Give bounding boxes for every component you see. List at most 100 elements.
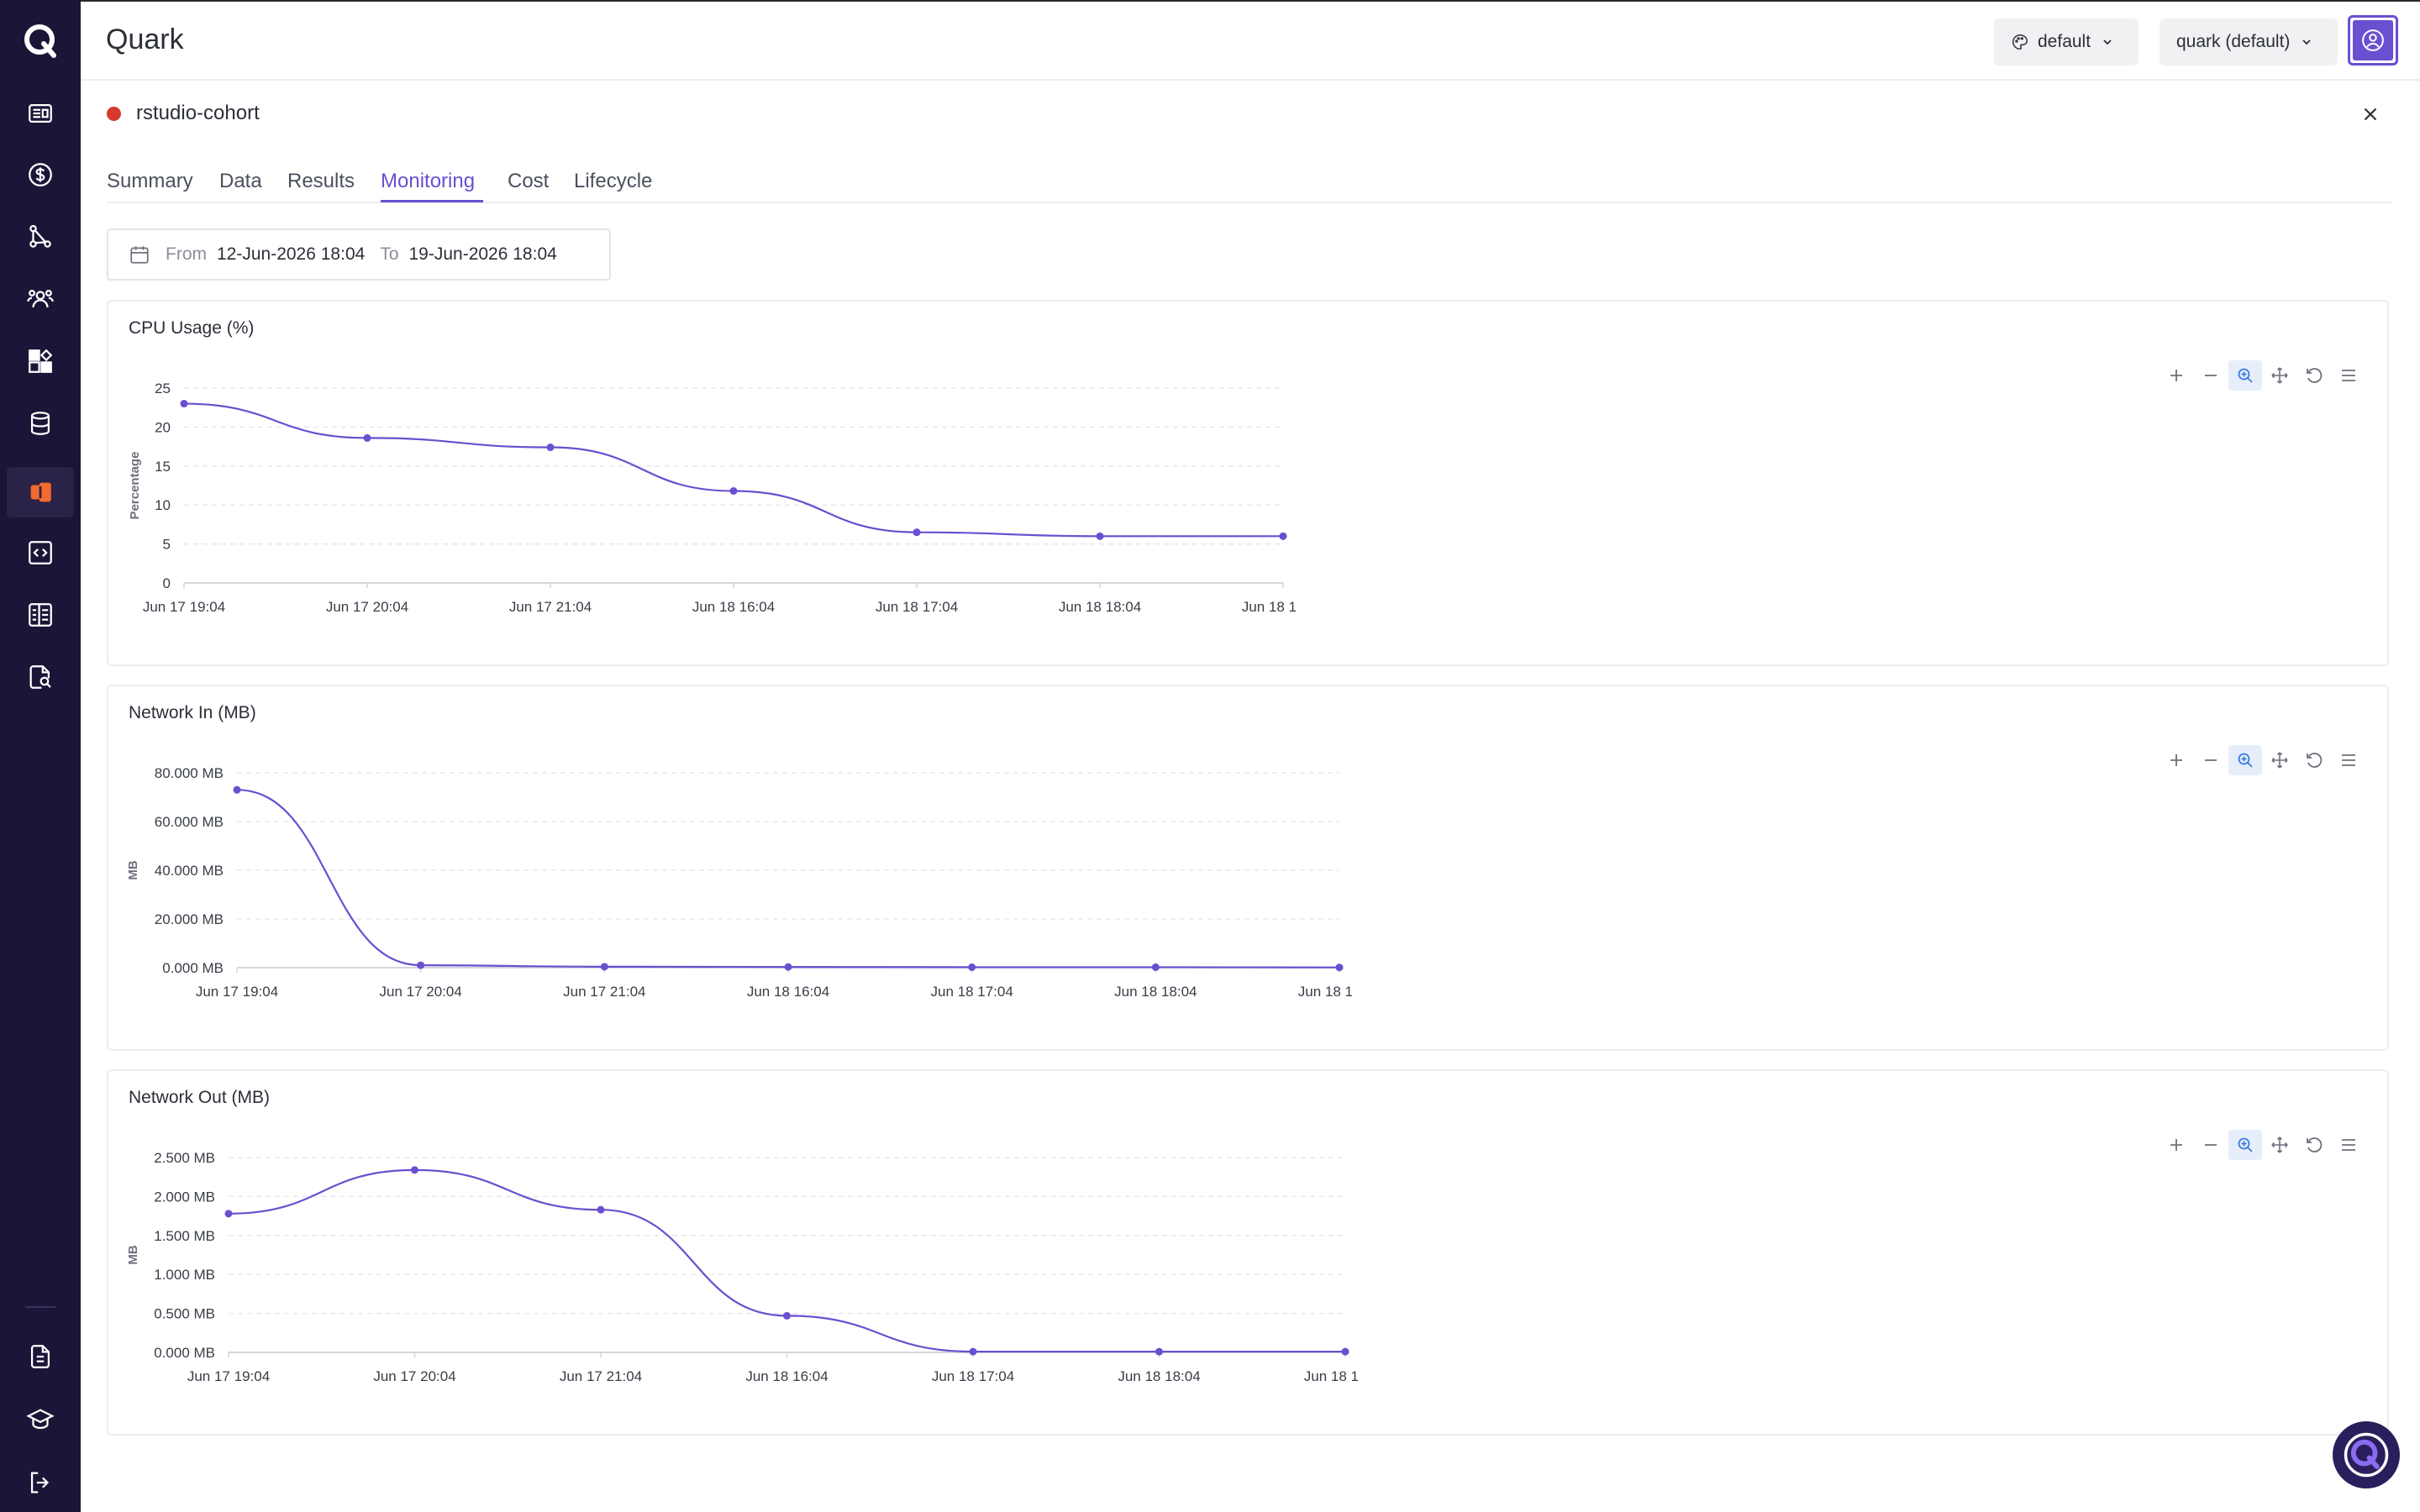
sidebar-item-catalog[interactable] (7, 590, 74, 640)
top-header: Quark default quark (default) (81, 0, 2420, 81)
data-point[interactable] (411, 1166, 418, 1174)
menu-icon (2342, 754, 2355, 766)
sidebar-item-docs[interactable] (7, 1331, 74, 1382)
app-title: Quark (106, 24, 184, 55)
sidebar-item-dashboard[interactable] (7, 88, 74, 139)
tab-data[interactable]: Data (219, 170, 262, 192)
x-tick-label: Jun 17 20:04 (326, 599, 408, 615)
pan-button[interactable] (2263, 745, 2296, 775)
from-date-value[interactable]: 12-Jun-2026 18:04 (217, 244, 366, 264)
theme-dropdown[interactable]: default (1994, 18, 2139, 66)
x-tick-label: Jun 18 17:04 (876, 599, 958, 615)
sidebar-item-jobs[interactable] (7, 467, 74, 517)
zoom-out-button[interactable] (2194, 745, 2228, 775)
y-tick-label: 2.500 MB (154, 1150, 215, 1166)
y-axis-label: MB (126, 860, 140, 879)
tab-lifecycle[interactable]: Lifecycle (574, 170, 653, 192)
x-tick-label: Jun 17 21:04 (560, 1368, 642, 1384)
data-point[interactable] (913, 528, 921, 537)
data-point[interactable] (1335, 963, 1344, 972)
data-point[interactable] (783, 1311, 791, 1320)
sidebar-item-apps[interactable] (7, 336, 74, 386)
y-tick-label: 25 (155, 381, 171, 396)
date-range-picker[interactable]: From 12-Jun-2026 18:04 To 19-Jun-2026 18… (107, 228, 611, 281)
sidebar-item-learn[interactable] (7, 1394, 74, 1445)
data-point[interactable] (546, 444, 555, 452)
chart-menu-button[interactable] (2332, 745, 2365, 775)
from-label: From (166, 244, 207, 264)
y-tick-label: 20.000 MB (155, 911, 224, 927)
quark-logo-icon[interactable] (20, 20, 60, 60)
network-out-chart-panel: Network Out (MB) 0.000 MB 0.500 MB 1.000 M… (107, 1069, 2389, 1436)
data-point[interactable] (363, 433, 371, 442)
y-tick-label: 40.000 MB (155, 863, 224, 879)
data-point[interactable] (600, 963, 608, 971)
x-tick-label: Jun 18 17:04 (931, 984, 1013, 1000)
x-tick-label: Jun 17 21:04 (563, 984, 645, 1000)
zoom-in-button[interactable] (2160, 1130, 2193, 1160)
sidebar-item-teams[interactable] (7, 274, 74, 324)
tab-monitoring[interactable]: Monitoring (381, 170, 476, 192)
to-date-value[interactable]: 19-Jun-2026 18:04 (408, 244, 557, 264)
help-chat-button[interactable] (2333, 1421, 2400, 1488)
reset-zoom-button[interactable] (2297, 1130, 2331, 1160)
data-point[interactable] (1155, 1347, 1163, 1356)
chart-title: Network Out (MB) (129, 1088, 271, 1107)
x-tick-label: Jun 18 1 (1242, 599, 1297, 615)
sidebar-item-logout[interactable] (7, 1457, 74, 1508)
tab-cost[interactable]: Cost (508, 170, 550, 192)
user-avatar-button[interactable] (2348, 15, 2398, 66)
zoom-out-button[interactable] (2194, 360, 2228, 391)
x-tick-label: Jun 17 20:04 (380, 984, 462, 1000)
job-name: rstudio-cohort (136, 102, 260, 124)
quark-help-icon (2344, 1432, 2389, 1478)
zoom-out-button[interactable] (2194, 1130, 2228, 1160)
sidebar-item-billing[interactable] (7, 150, 74, 200)
selection-zoom-button[interactable] (2228, 745, 2262, 775)
selection-zoom-button[interactable] (2228, 360, 2262, 391)
y-tick-label: 20 (155, 419, 171, 435)
data-point[interactable] (224, 1210, 233, 1218)
tab-results[interactable]: Results (287, 170, 355, 192)
zoom-out-icon (2205, 1144, 2217, 1146)
reset-zoom-button[interactable] (2297, 360, 2331, 391)
sidebar-item-code[interactable] (7, 528, 74, 578)
data-point[interactable] (180, 400, 188, 408)
data-point[interactable] (417, 961, 425, 969)
database-icon (30, 412, 50, 435)
data-point[interactable] (1096, 532, 1104, 540)
data-point[interactable] (597, 1205, 605, 1214)
tenant-dropdown[interactable]: quark (default) (2160, 18, 2338, 66)
tab-summary[interactable]: Summary (107, 170, 193, 192)
y-tick-label: 10 (155, 497, 171, 513)
data-point[interactable] (969, 1347, 977, 1356)
zoom-in-button[interactable] (2160, 360, 2193, 391)
selection-zoom-button[interactable] (2228, 1130, 2262, 1160)
pan-button[interactable] (2263, 360, 2296, 391)
x-tick-label: Jun 17 20:04 (373, 1368, 455, 1384)
close-icon[interactable] (2360, 103, 2381, 125)
pan-button[interactable] (2263, 1130, 2296, 1160)
data-point[interactable] (729, 486, 738, 495)
chart-menu-button[interactable] (2332, 360, 2365, 391)
data-point[interactable] (784, 963, 792, 971)
data-point[interactable] (1279, 532, 1287, 540)
reset-zoom-button[interactable] (2297, 745, 2331, 775)
network-in-chart-panel: Network In (MB) 0.000 MB 20.000 MB 40.000 … (107, 685, 2389, 1051)
chart-title: CPU Usage (%) (129, 318, 255, 338)
sidebar-item-database[interactable] (7, 398, 74, 449)
sidebar-item-document-search[interactable] (7, 652, 74, 702)
reset-icon (2307, 368, 2323, 383)
tab-bar: Summary Data Results Monitoring Cost Lif… (107, 165, 2392, 203)
data-point[interactable] (1341, 1347, 1349, 1356)
user-icon (2362, 29, 2384, 51)
chart-menu-button[interactable] (2332, 1130, 2365, 1160)
zoom-in-button[interactable] (2160, 745, 2193, 775)
y-tick-label: 2.000 MB (154, 1189, 215, 1205)
y-tick-label: 80.000 MB (155, 765, 224, 781)
data-point[interactable] (1151, 963, 1160, 971)
data-point[interactable] (233, 785, 241, 794)
selection-zoom-icon (2238, 753, 2253, 768)
data-point[interactable] (968, 963, 976, 971)
sidebar-item-pipelines[interactable] (7, 212, 74, 262)
